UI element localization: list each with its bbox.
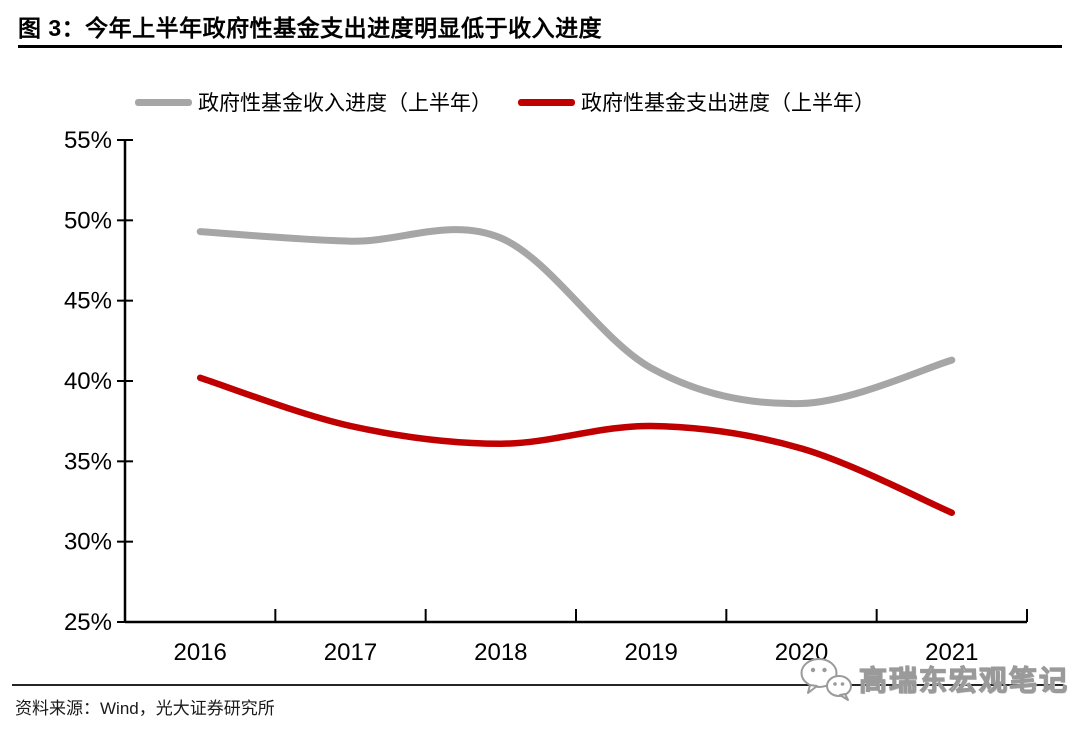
- x-axis-label: 2021: [925, 639, 978, 666]
- y-axis-label: 55%: [64, 127, 112, 154]
- x-axis-label: 2018: [474, 639, 527, 666]
- y-axis-label: 35%: [64, 448, 112, 475]
- x-axis-label: 2017: [324, 639, 377, 666]
- chart-legend: 政府性基金收入进度（上半年） 政府性基金支出进度（上半年）: [135, 86, 875, 118]
- watermark-label: 高瑞东宏观笔记: [858, 664, 1070, 696]
- legend-label-revenue: 政府性基金收入进度（上半年）: [198, 92, 492, 115]
- legend-swatch-revenue: [135, 98, 192, 106]
- series-line-expenditure: [196, 374, 956, 516]
- watermark: 高瑞东宏观笔记: [798, 656, 1069, 702]
- wechat-icon: [800, 658, 852, 701]
- y-axis-label: 40%: [64, 368, 112, 395]
- legend-label-expenditure: 政府性基金支出进度（上半年）: [581, 92, 875, 115]
- y-axis-label: 30%: [64, 529, 112, 556]
- legend-swatch-expenditure: [518, 98, 575, 106]
- y-axis-label: 45%: [64, 288, 112, 315]
- footer-divider: [12, 684, 1064, 686]
- x-axis-label: 2019: [624, 639, 677, 666]
- legend-item-expenditure: 政府性基金支出进度（上半年）: [518, 87, 875, 117]
- title-divider: [18, 45, 1062, 48]
- series-line-revenue: [196, 226, 956, 408]
- figure-title: 图 3：今年上半年政府性基金支出进度明显低于收入进度: [18, 15, 603, 41]
- y-axis-label: 25%: [64, 609, 112, 636]
- y-axis-label: 50%: [64, 207, 112, 234]
- x-axis-label: 2016: [173, 639, 226, 666]
- source-note: 资料来源：Wind，光大证券研究所: [15, 699, 275, 718]
- legend-item-revenue: 政府性基金收入进度（上半年）: [135, 87, 492, 117]
